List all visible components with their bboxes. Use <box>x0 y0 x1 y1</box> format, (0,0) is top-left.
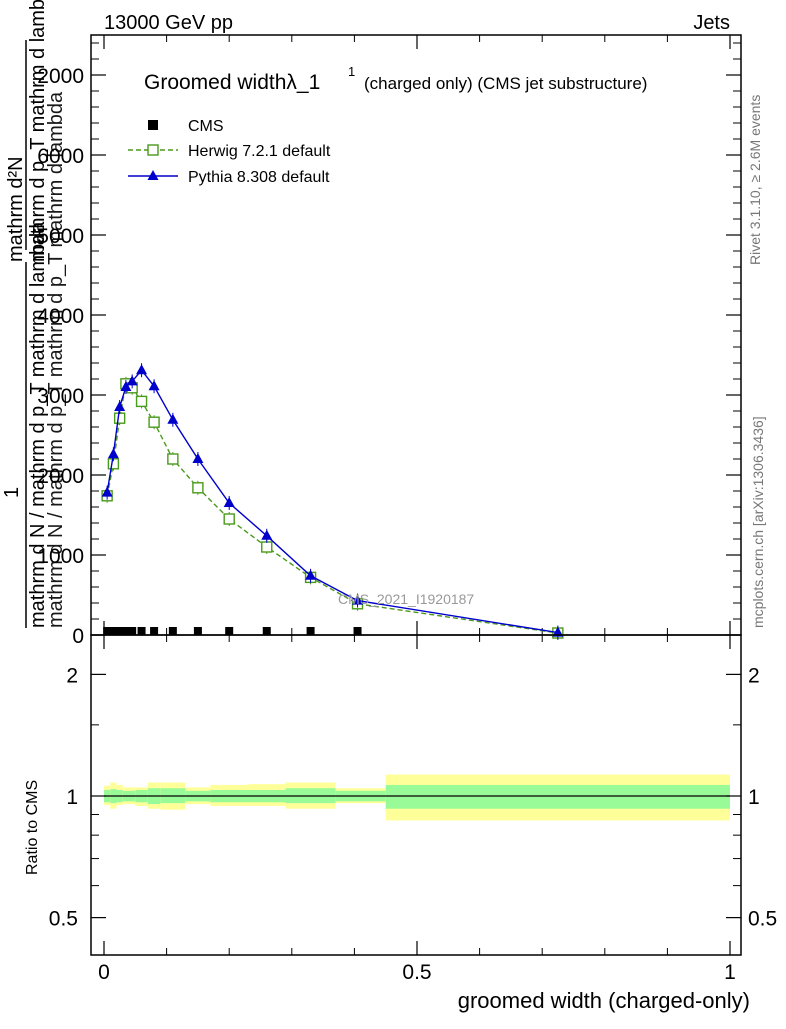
herwig-point <box>113 412 126 424</box>
main-y-tick-label: 0 <box>72 625 84 648</box>
series-line-triangle-filled <box>106 369 558 634</box>
cms-data-point <box>168 627 177 635</box>
main-y-tick-label: 2000 <box>37 65 84 88</box>
ratio-y-tick-label: 2 <box>66 664 78 687</box>
y-label-overlap: mathrm d N / mathrm d p_T mathrm d lambd… <box>27 221 49 628</box>
main-y-tick-label: 2000 <box>37 465 84 488</box>
ratio-uncertainty-bands <box>104 774 730 821</box>
herwig-point <box>148 416 160 428</box>
y-label-prefix: 1 <box>1 487 23 498</box>
pythia-point <box>114 401 126 411</box>
herwig-point <box>223 513 235 525</box>
main-y-tick-label: 6000 <box>37 145 84 168</box>
ratio-y-tick-label-right: 1 <box>748 786 760 809</box>
title-superscript: 1 <box>348 64 355 79</box>
pythia-point <box>352 594 364 605</box>
ratio-x-tick-label: 1 <box>724 961 736 984</box>
cms-data-point <box>353 627 362 635</box>
y-label-denominator: mathrm d p_T mathrm d lambda <box>27 0 49 262</box>
pythia-point <box>223 497 235 507</box>
cms-data-point <box>137 627 146 635</box>
pythia-point <box>167 413 179 424</box>
main-y-tick-label: 3000 <box>37 385 84 408</box>
ratio-y-tick-label: 1 <box>66 786 78 809</box>
title-rest: (charged only) (CMS jet substructure) <box>364 74 647 93</box>
pythia-point <box>552 626 564 637</box>
cms-data-point <box>115 627 124 635</box>
main-y-tick-label: 4000 <box>37 305 84 328</box>
legend-marker-cms <box>148 120 158 130</box>
cms-data-point <box>103 627 112 635</box>
ratio-y-tick-label-right: 0.5 <box>748 908 777 931</box>
ratio-plot-frame <box>90 634 742 956</box>
y-label-extra: mathrm d N / mathrm d p_T mathrm d p_T m… <box>45 91 67 628</box>
cms-data-point <box>306 627 315 635</box>
pythia-point <box>305 569 317 580</box>
title-main: Groomed widthλ_1 <box>144 71 320 94</box>
pythia-point <box>126 375 138 386</box>
ratio-stat-band <box>385 784 730 809</box>
cms-data-point <box>193 627 202 635</box>
legend-marker-pythia <box>147 170 159 180</box>
legend-label: Herwig 7.2.1 default <box>188 143 331 160</box>
cms-data-point <box>109 627 118 635</box>
cms-data-point <box>225 627 234 635</box>
ratio-y-tick-label-right: 2 <box>748 664 760 687</box>
cms-data-point <box>150 627 159 635</box>
herwig-point <box>135 395 148 408</box>
pythia-point <box>120 381 132 391</box>
pythia-point <box>107 448 119 459</box>
mcplots-source-label: mcplots.cern.ch [arXiv:1306.3436] <box>750 416 766 628</box>
cms-data-point <box>121 627 130 635</box>
plot-title: Groomed widthλ_1 1 (charged only) (CMS j… <box>144 64 647 94</box>
main-y-tick-label: 5000 <box>37 225 84 248</box>
legend: CMS Herwig 7.2.1 default Pythia 8.308 defa… <box>128 118 331 186</box>
pythia-point <box>101 486 113 497</box>
legend-marker-herwig <box>147 144 159 156</box>
pythia-point <box>261 529 273 540</box>
pythia-point <box>148 380 160 391</box>
rivet-version-label: Rivet 3.1.10, ≥ 2.6M events <box>747 95 763 265</box>
main-y-tick-label: 1000 <box>37 545 84 568</box>
ratio-y-axis-label: Ratio to CMS <box>24 780 41 875</box>
main-plot-series <box>101 363 564 640</box>
herwig-point <box>192 482 204 494</box>
cms-data-point <box>128 627 137 635</box>
ratio-x-tick-label: 0 <box>98 961 110 984</box>
main-axis-ticks: 0 1000 2000 3000 4000 5000 6000 2000 <box>37 35 741 648</box>
ratio-x-tick-label: 0.5 <box>402 961 431 984</box>
pythia-point <box>136 364 148 375</box>
x-axis-label: groomed width (charged-only) <box>458 988 750 1013</box>
header-jets: Jets <box>693 12 730 34</box>
legend-label: Pythia 8.308 default <box>188 169 330 186</box>
y-label-numerator: mathrm d²N <box>5 156 27 262</box>
herwig-point <box>261 541 273 553</box>
analysis-watermark: CMS_2021_I1920187 <box>338 591 474 607</box>
ratio-y-tick-label: 0.5 <box>49 908 78 931</box>
pythia-point <box>192 453 204 463</box>
main-y-axis-label: mathrm d²N mathrm d p_T mathrm d lambda … <box>1 0 67 628</box>
cms-data-point <box>262 627 271 635</box>
ratio-axis-ticks: 0.5 0.5 1 1 2 2 0 0.5 1 <box>49 635 777 984</box>
herwig-point <box>167 453 179 465</box>
header-energy: 13000 GeV pp <box>104 12 233 34</box>
series-line-square-open <box>106 382 558 634</box>
legend-label: CMS <box>188 118 224 135</box>
